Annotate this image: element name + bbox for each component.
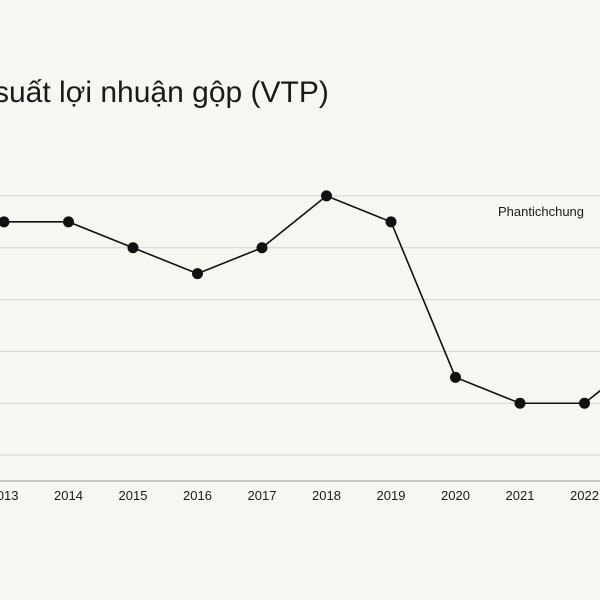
data-point <box>0 216 10 228</box>
data-point <box>514 397 526 409</box>
data-point <box>192 268 203 280</box>
data-point <box>579 397 590 409</box>
x-tick-label: 2013 <box>0 488 18 503</box>
x-tick-label: 2017 <box>248 488 277 503</box>
data-point <box>321 190 332 202</box>
x-axis: 2013 2014 2015 2016 2017 2018 2019 2020 2021 2022… <box>0 480 600 503</box>
x-tick-label: 2019 <box>377 488 406 503</box>
x-tick-label: 2022 <box>570 488 599 503</box>
data-point <box>63 216 74 228</box>
x-tick-label: 2016 <box>183 488 212 503</box>
x-tick-label: 2015 <box>119 488 148 503</box>
data-point <box>127 242 139 254</box>
x-tick-label: 2018 <box>312 488 341 503</box>
x-tick-label: 2014 <box>54 488 83 503</box>
x-tick-label: 2021 <box>506 488 535 503</box>
chart-title: suất lợi nhuận gộp (VTP) <box>0 76 329 109</box>
grid-lines <box>0 195 600 456</box>
series-group <box>0 190 600 409</box>
data-point <box>256 242 268 254</box>
x-tick-label: 2020 <box>441 488 470 503</box>
data-point <box>450 371 461 383</box>
watermark-text: Phantichchung <box>498 204 584 219</box>
data-point <box>385 216 397 228</box>
